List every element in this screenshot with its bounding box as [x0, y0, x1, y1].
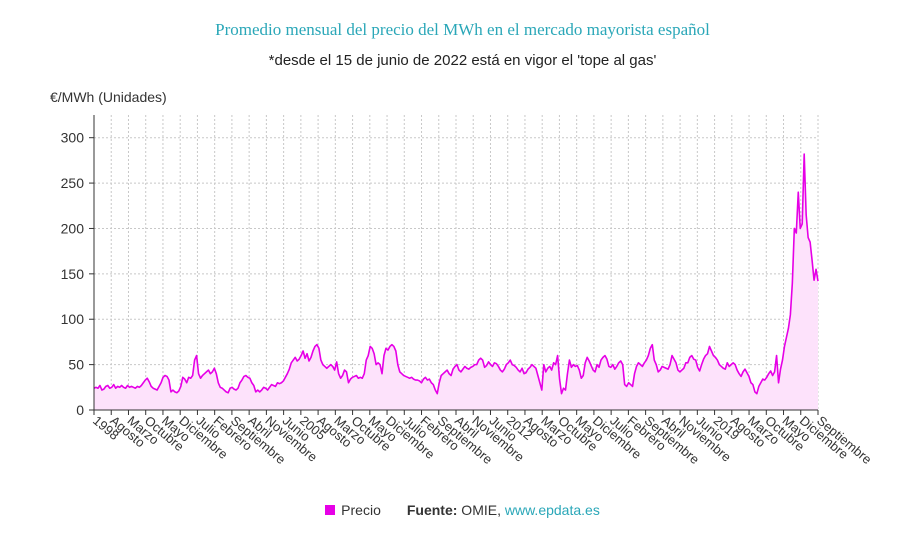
y-tick-label: 150	[61, 266, 85, 282]
y-tick-label: 300	[61, 130, 85, 146]
x-axis-ticks: 1998AgostoMarzoOctubreMayoDiciembreJulio…	[90, 410, 875, 467]
grid	[93, 115, 819, 410]
legend-series-label: Precio	[341, 502, 381, 518]
source-text: OMIE,	[457, 502, 505, 518]
chart-subtitle: *desde el 15 de junio de 2022 está en vi…	[268, 52, 657, 69]
source-link[interactable]: www.epdata.es	[504, 502, 600, 518]
y-tick-label: 250	[61, 175, 85, 191]
y-tick-label: 50	[68, 357, 84, 373]
legend: Precio Fuente: OMIE, www.epdata.es	[0, 502, 900, 518]
legend-swatch	[325, 505, 336, 515]
chart-title: Promedio mensual del precio del MWh en e…	[215, 20, 710, 39]
series-line-precio	[93, 153, 819, 395]
y-axis-label: €/MWh (Unidades)	[50, 89, 167, 105]
source-label: Fuente:	[406, 502, 458, 518]
y-axis-ticks: 0 50 100 150 200 250 300	[61, 130, 94, 418]
y-tick-label: 0	[76, 402, 84, 418]
series-area-precio	[94, 154, 818, 410]
y-tick-label: 100	[61, 311, 85, 327]
y-tick-label: 200	[61, 220, 85, 236]
